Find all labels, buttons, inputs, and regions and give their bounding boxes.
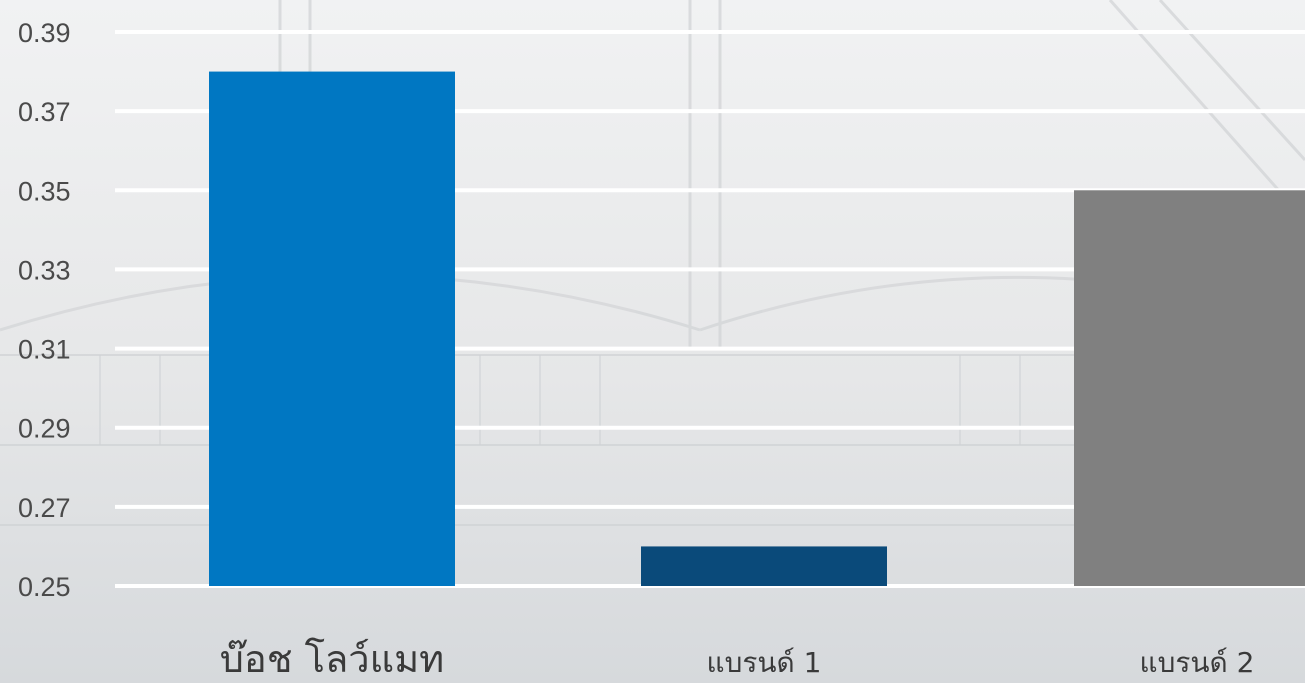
x-category-label: แบรนด์ 1 xyxy=(707,646,822,679)
y-axis-ticks: 0.25 0.27 0.29 0.31 0.33 0.35 0.37 0.39 xyxy=(18,18,71,602)
x-category-label: แบรนด์ 2 xyxy=(1140,646,1255,679)
y-tick-label: 0.29 xyxy=(18,414,71,444)
x-category-label: บ๊อช โลว์แมท xyxy=(220,637,444,681)
x-axis-labels: บ๊อช โลว์แมท แบรนด์ 1 แบรนด์ 2 xyxy=(220,637,1255,681)
y-tick-label: 0.27 xyxy=(18,493,71,523)
bar xyxy=(641,546,887,586)
bars xyxy=(209,71,1305,587)
y-tick-label: 0.33 xyxy=(18,255,71,285)
bar xyxy=(1074,190,1305,587)
y-tick-label: 0.39 xyxy=(18,18,71,48)
y-tick-label: 0.37 xyxy=(18,97,71,127)
bar xyxy=(209,71,455,587)
y-tick-label: 0.25 xyxy=(18,572,71,602)
y-tick-label: 0.35 xyxy=(18,176,71,206)
y-tick-label: 0.31 xyxy=(18,335,71,365)
